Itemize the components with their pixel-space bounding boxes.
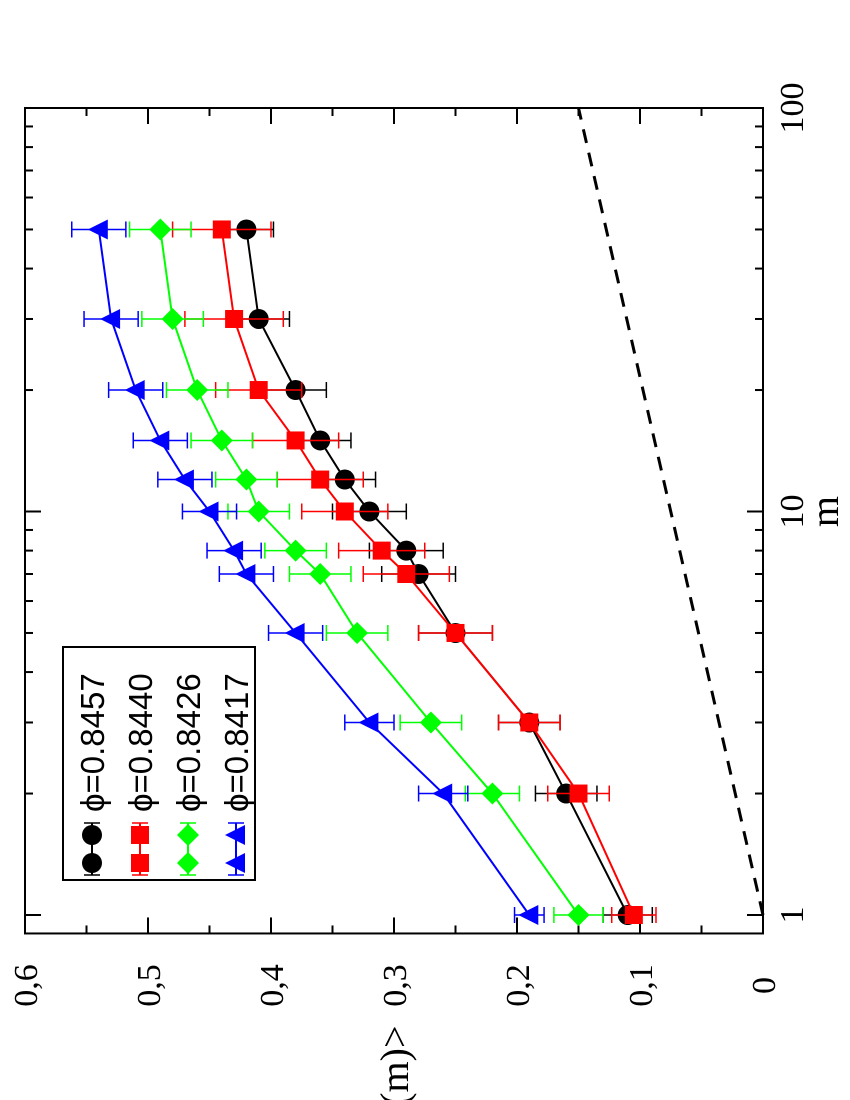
data-point (567, 904, 590, 926)
y-tick-label: 0 (746, 977, 783, 994)
data-point (309, 563, 332, 586)
data-point (481, 782, 504, 805)
legend-marker (177, 824, 199, 846)
x-tick-label: 100 (774, 83, 811, 134)
data-point (372, 541, 391, 560)
data-point (397, 565, 416, 584)
data-point (284, 622, 305, 643)
x-tick-label: 1 (774, 907, 811, 924)
legend-marker (82, 853, 102, 873)
data-point (212, 220, 231, 239)
plot-area: 0 0,1 0,2 0,3 0,4 0,5 0,6 1 10 100 m <F(m)> ϕ=0.8457… (8, 83, 847, 1100)
y-tick-label: 0,1 (623, 964, 660, 1007)
series-line (97, 229, 531, 916)
data-point (249, 381, 268, 400)
data-point (235, 564, 256, 585)
legend-marker (177, 852, 199, 874)
data-point (286, 431, 305, 450)
data-point (235, 468, 258, 491)
data-point (335, 502, 354, 521)
y-tick-label: 0,2 (500, 964, 537, 1007)
data-point (225, 309, 244, 328)
data-point (87, 219, 108, 240)
series-line (159, 229, 580, 916)
y-tick-label: 0,4 (254, 964, 291, 1007)
data-point (518, 905, 539, 925)
data-point (149, 218, 172, 241)
data-point (624, 906, 643, 924)
legend-marker (131, 854, 149, 872)
data-point (198, 501, 219, 522)
legend-label: ϕ=0.8426 (170, 673, 207, 812)
data-point (432, 783, 453, 804)
y-axis-title: <F(m)> (372, 1025, 417, 1100)
data-point (446, 623, 465, 642)
data-point (311, 470, 330, 489)
legend-label: ϕ=0.8440 (122, 673, 159, 812)
series-line (220, 229, 635, 916)
y-tick-label: 0,6 (8, 964, 45, 1007)
data-point (284, 539, 307, 562)
data-point (569, 784, 588, 803)
y-tick-label: 0,3 (377, 964, 414, 1007)
data-point (346, 621, 369, 644)
data-point (173, 469, 194, 490)
legend-marker (82, 825, 102, 845)
legend-label: ϕ=0.8457 (74, 673, 111, 812)
series-line (245, 229, 629, 916)
data-point (419, 711, 442, 734)
data-point (161, 307, 184, 330)
data-point (247, 500, 270, 523)
legend-marker (225, 825, 245, 845)
x-axis-title: m (802, 496, 847, 527)
data-point (358, 712, 379, 733)
data-point (186, 379, 209, 402)
data-point (100, 308, 121, 329)
x-tick-label: 10 (774, 495, 811, 529)
legend-label: ϕ=0.8417 (218, 673, 255, 812)
legend-marker (131, 826, 149, 844)
data-point (223, 540, 244, 561)
reference-line (577, 107, 765, 916)
data-point (124, 380, 145, 401)
data-point (149, 430, 170, 451)
data-point (520, 713, 539, 732)
y-tick-label: 0,5 (131, 964, 168, 1007)
data-point (210, 429, 233, 452)
legend-marker (225, 853, 245, 873)
